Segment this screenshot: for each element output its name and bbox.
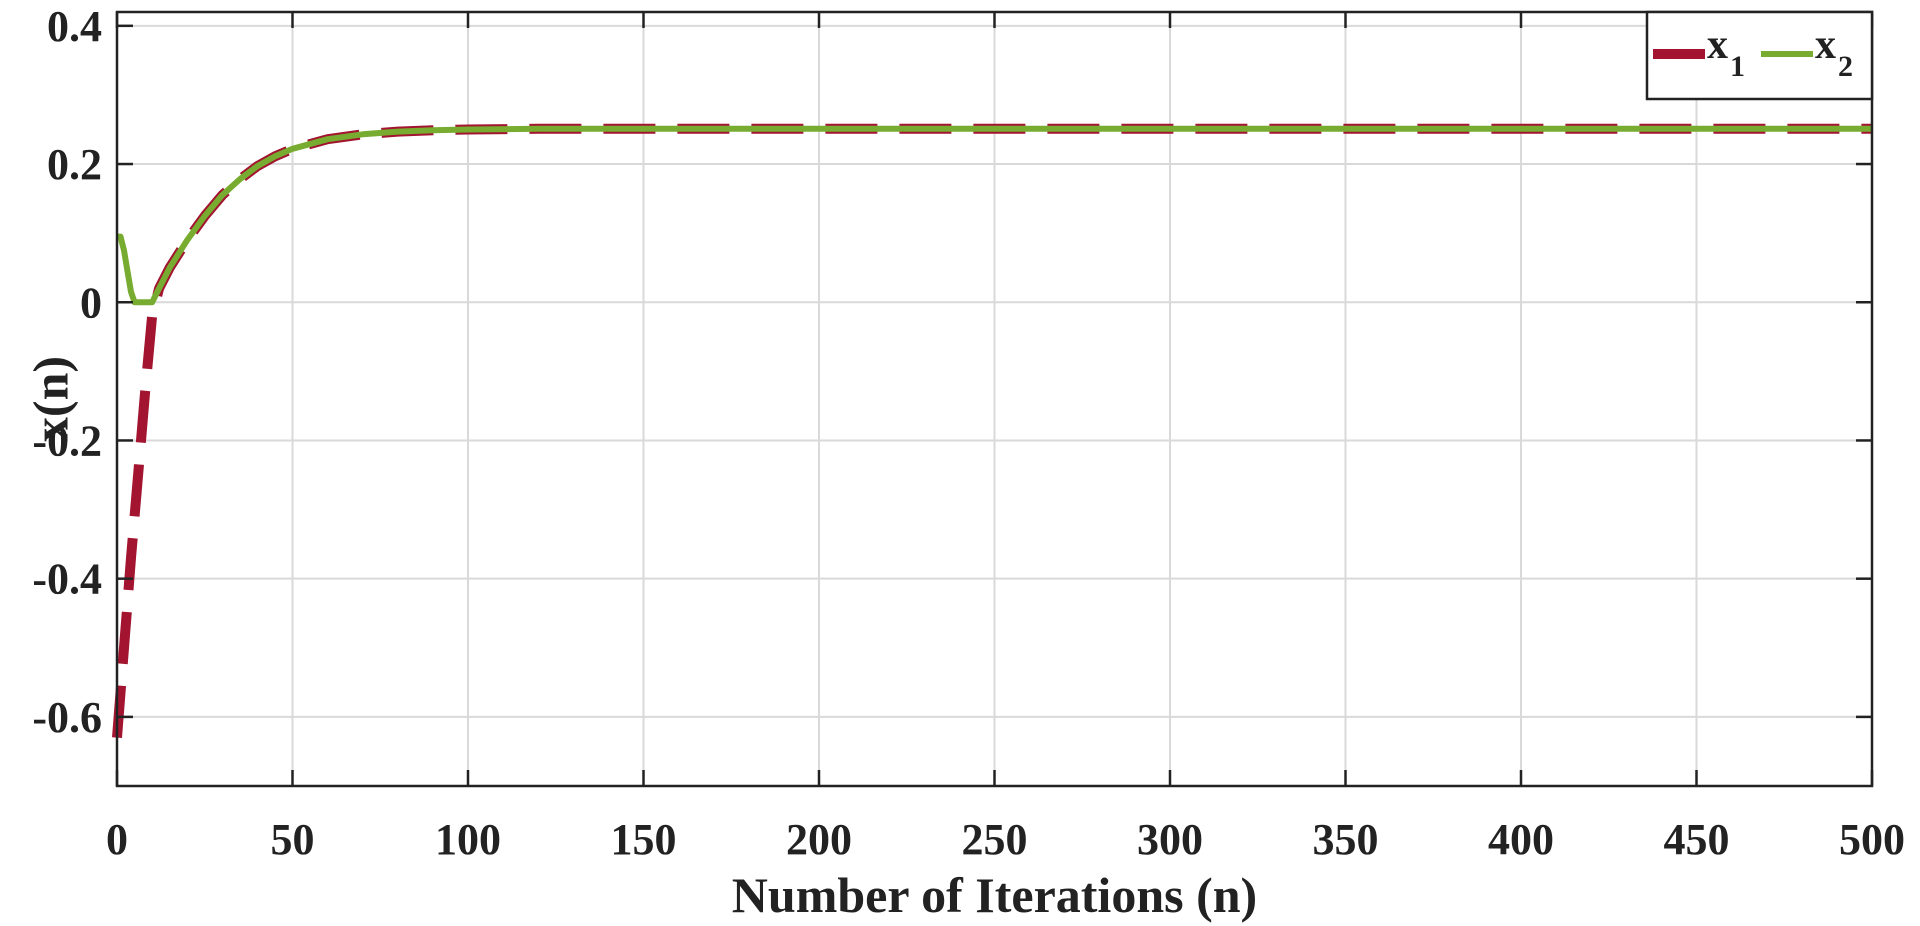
x-tick-label: 0 [106, 815, 128, 864]
x-tick-label: 250 [962, 815, 1028, 864]
legend: x1 x2 [1645, 10, 1874, 101]
x-tick-label: 200 [786, 815, 852, 864]
legend-label-2: x2 [1815, 22, 1853, 83]
y-tick-labels: -0.6 -0.4 -0.2 0 0.2 0.4 [32, 2, 102, 742]
axis-ticks [115, 12, 1874, 786]
y-tick-label: -0.4 [32, 555, 102, 604]
y-axis-label: x(n) [23, 356, 79, 442]
y-tick-label: 0 [80, 278, 102, 327]
x-axis-label: Number of Iterations (n) [732, 867, 1257, 923]
x-tick-label: 100 [435, 815, 501, 864]
y-tick-label: -0.2 [32, 416, 102, 465]
x-tick-label: 300 [1137, 815, 1203, 864]
x-tick-labels: 0 50 100 150 200 250 300 350 400 450 500 [106, 815, 1905, 864]
legend-label-subscript: 1 [1730, 50, 1745, 83]
x-tick-label: 500 [1839, 815, 1905, 864]
y-tick-label: 0.4 [47, 2, 102, 51]
legend-label-1: x1 [1707, 22, 1745, 83]
legend-label-base: x [1707, 22, 1728, 68]
legend-label-base: x [1815, 22, 1836, 68]
series-line-2 [117, 125, 1872, 306]
y-tick-label: -0.6 [32, 693, 102, 742]
x-tick-label: 450 [1664, 815, 1730, 864]
x-tick-label: 400 [1488, 815, 1554, 864]
x-tick-label: 150 [611, 815, 677, 864]
series-layer [112, 123, 1872, 738]
legend-label-subscript: 2 [1838, 50, 1853, 83]
x-tick-label: 50 [271, 815, 315, 864]
y-tick-label: 0.2 [47, 140, 102, 189]
x-tick-label: 350 [1313, 815, 1379, 864]
